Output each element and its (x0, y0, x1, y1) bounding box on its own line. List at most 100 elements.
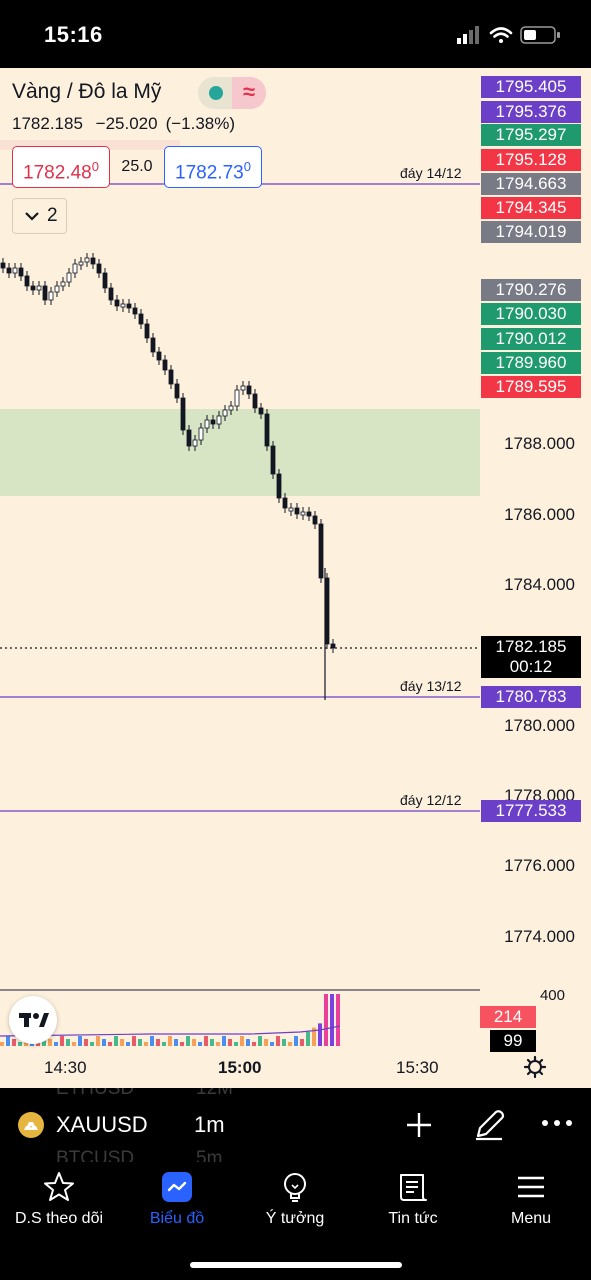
candle-body (54, 285, 60, 293)
volume-bar (150, 1036, 154, 1046)
candle-body (168, 369, 174, 385)
indicator-count: 2 (47, 205, 58, 226)
volume-bar (114, 1036, 118, 1046)
volume-bar (78, 1036, 82, 1046)
volume-bar (72, 1042, 76, 1046)
level-price-label: 1777.533 (481, 800, 581, 822)
volume-bar (66, 1039, 70, 1046)
volume-bar (318, 1023, 322, 1046)
volume-bar (312, 1027, 316, 1046)
volume-bar (264, 1039, 268, 1046)
candle-body (42, 285, 48, 301)
candle-body (198, 427, 204, 441)
volume-bar (228, 1039, 232, 1046)
nav-watchlist[interactable]: D.S theo dõi (0, 1170, 118, 1240)
wifi-icon (489, 27, 513, 43)
more-options-icon[interactable] (540, 1116, 574, 1130)
price-tick: 1774.000 (504, 927, 575, 946)
candle-body (222, 409, 228, 417)
chart-area[interactable]: Vàng / Đô la Mỹ ≈ 1782.185 −25.020 (−1.38… (0, 68, 591, 1088)
volume-bar (186, 1036, 190, 1046)
candle-body (270, 445, 276, 475)
interval-button[interactable]: 1m (194, 1112, 225, 1137)
candle-body (144, 323, 150, 339)
volume-bar (222, 1036, 226, 1046)
candle-body (0, 262, 6, 269)
candle-body (78, 261, 84, 266)
price-chart[interactable] (0, 68, 591, 1088)
pencil-icon[interactable] (472, 1108, 506, 1142)
signal-icon (457, 26, 479, 44)
nav-news[interactable]: Tin tức (354, 1170, 472, 1240)
nav-chart[interactable]: Biểu đồ (118, 1170, 236, 1240)
price-label: 1790.012 (481, 328, 581, 350)
candle-body (228, 405, 234, 411)
volume-bar (108, 1042, 112, 1046)
live-status-pill[interactable]: ≈ (198, 77, 266, 109)
volume-bar (126, 1042, 130, 1046)
volume-bar (144, 1042, 148, 1046)
volume-bar (84, 1039, 88, 1046)
candle-body (102, 272, 108, 289)
candle-body (234, 389, 240, 407)
candle-body (84, 257, 90, 263)
volume-bar (60, 1036, 64, 1046)
price-change: −25.020 (95, 114, 158, 133)
support-zone[interactable] (0, 409, 480, 496)
volume-bar (336, 994, 340, 1046)
symbol-name-button[interactable]: XAUUSD (56, 1112, 148, 1137)
candle-body (138, 313, 144, 325)
candle-body (216, 415, 222, 425)
candle-body (246, 385, 252, 395)
price-tick: 1786.000 (504, 505, 575, 524)
volume-bar (210, 1039, 214, 1046)
sell-button[interactable]: 1782.480 (12, 146, 110, 188)
settings-icon[interactable] (523, 1055, 547, 1079)
candle-body (312, 515, 318, 525)
candle-body (294, 507, 300, 515)
news-icon (400, 1174, 427, 1201)
volume-bar (48, 1039, 52, 1046)
ghost-interval: 12M (196, 1088, 233, 1099)
candle-body (306, 511, 312, 517)
indicators-toggle-button[interactable]: 2 (12, 198, 67, 234)
price-label: 1789.595 (481, 376, 581, 398)
nav-ideas[interactable]: Ý tưởng (236, 1170, 354, 1240)
price-tick: 1780.000 (504, 716, 575, 735)
volume-bar (168, 1036, 172, 1046)
buy-button[interactable]: 1782.730 (164, 146, 262, 188)
wave-icon: ≈ (232, 77, 266, 109)
plus-icon[interactable] (404, 1110, 434, 1140)
volume-bar (216, 1042, 220, 1046)
candle-body (132, 307, 138, 315)
volume-bar (246, 1039, 250, 1046)
candle-body (66, 272, 72, 283)
candle-body (156, 351, 162, 361)
volume-bar (90, 1042, 94, 1046)
price-label: 1795.128 (481, 149, 581, 171)
volume-bar (204, 1036, 208, 1046)
candle-body (96, 263, 102, 274)
candle-body (204, 419, 210, 429)
sell-price: 1782.48 (23, 162, 92, 184)
quote-line: 1782.185 −25.020 (−1.38%) (12, 114, 243, 134)
hamburger-icon (518, 1176, 544, 1198)
price-label: 1795.297 (481, 124, 581, 146)
volume-bar (324, 994, 328, 1046)
ghost-symbol: BTCUSD (56, 1148, 135, 1162)
price-label: 1790.030 (481, 303, 581, 325)
price-label: 1789.960 (481, 352, 581, 374)
price-change-pct: (−1.38%) (165, 114, 236, 133)
candle-body (240, 385, 246, 391)
volume-bar (120, 1039, 124, 1046)
volume-bar (138, 1039, 142, 1046)
nav-label: Ý tưởng (265, 1210, 325, 1227)
price-tick: 1776.000 (504, 856, 575, 875)
home-indicator (190, 1262, 402, 1268)
candle-body (120, 303, 126, 308)
volume-bar (174, 1039, 178, 1046)
symbol-title[interactable]: Vàng / Đô la Mỹ (12, 80, 162, 103)
volume-ma-line (0, 1025, 341, 1037)
nav-menu[interactable]: Menu (472, 1170, 590, 1240)
tradingview-logo[interactable] (9, 996, 57, 1044)
